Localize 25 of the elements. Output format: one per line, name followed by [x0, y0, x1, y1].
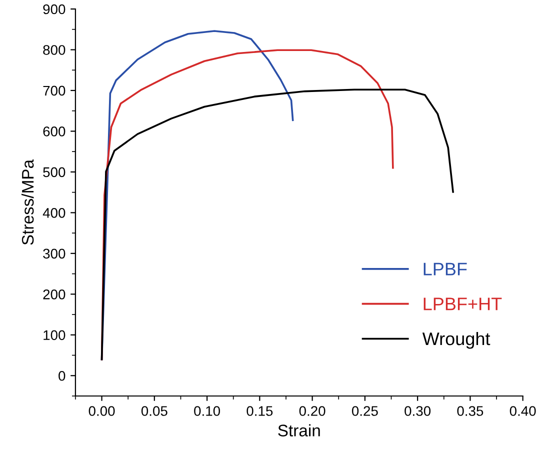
- y-tick-label: 0: [58, 370, 66, 381]
- y-tick-label: 300: [43, 248, 66, 259]
- x-tick-label: 0.20: [299, 406, 326, 416]
- y-tick-label: 500: [43, 167, 66, 178]
- y-tick-label: 400: [42, 208, 66, 218]
- y-tick-label: 600: [43, 126, 66, 136]
- line-series: [100, 30, 294, 360]
- legend-label: LPBF+HT: [424, 298, 502, 310]
- x-axis-title: Strain: [278, 424, 320, 436]
- y-axis-title: Stress/MPa: [21, 159, 34, 245]
- x-tick-label: 0.30: [404, 406, 431, 416]
- x-tick-label: 0.00: [88, 406, 115, 416]
- x-tick-label: 0.10: [194, 406, 220, 416]
- legend-label: LPBF: [424, 262, 467, 276]
- y-tick-label: 100: [44, 330, 66, 340]
- y-tick-label: 200: [43, 289, 66, 300]
- y-tick-label: 800: [43, 45, 66, 55]
- legend-label: Wrought: [422, 332, 490, 349]
- x-tick-label: 0.15: [246, 406, 273, 416]
- x-tick-label: 0.35: [457, 406, 484, 416]
- x-tick-label: 0.40: [510, 406, 536, 416]
- x-tick-label: 0.05: [141, 406, 168, 416]
- x-tick-label: 0.25: [352, 406, 378, 416]
- y-tick-label: 900: [43, 4, 66, 14]
- y-tick-label: 700: [43, 86, 66, 96]
